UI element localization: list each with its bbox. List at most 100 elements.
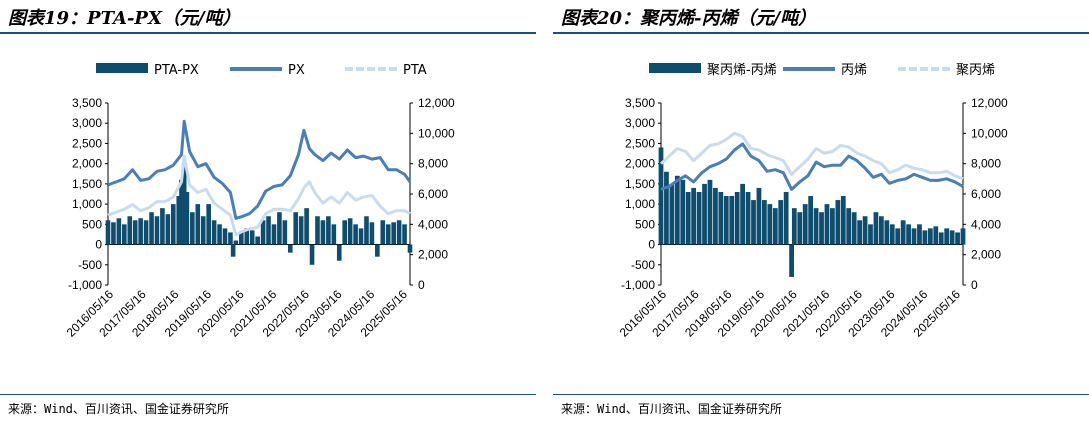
bar [138, 218, 143, 245]
bar [756, 187, 762, 245]
bar [304, 208, 309, 245]
bar [791, 208, 797, 245]
bar [255, 236, 260, 245]
bar [402, 224, 407, 245]
chart-svg-pta-px: PTA-PX PX PTA 3,500 3,000 2,500 2,000 1,500 1,00… [64, 63, 455, 340]
bar [813, 208, 819, 245]
bar [835, 200, 841, 245]
bar [734, 191, 740, 245]
bar [917, 224, 922, 245]
bar [282, 220, 288, 245]
left-tick-label: 1,000 [72, 197, 102, 211]
bar [960, 228, 966, 245]
right-axis: 12,000 10,000 8,000 6,000 4,000 2,000 0 [409, 96, 455, 292]
bar [830, 208, 835, 245]
left-tick-label: 500 [82, 217, 102, 231]
right-tick-label: 10,000 [418, 126, 455, 140]
bar [783, 191, 789, 245]
right-tick-label: 2,000 [971, 248, 1001, 262]
left-axis: 3,500 3,000 2,500 2,000 1,500 1,000 500 0 -500 -1… [68, 96, 109, 292]
x-axis: 2016/05/162017/05/162018/05/162019/05/16… [617, 287, 963, 340]
chart-svg-pp-propylene: 聚丙烯-丙烯 丙烯 聚丙烯 3,500 3,000 2,500 2,000 1,500 1,00… [617, 63, 1008, 340]
bar [184, 191, 190, 245]
bar [217, 224, 222, 245]
series-line-1 [659, 131, 964, 181]
bar [702, 183, 707, 245]
right-tick-label: 4,000 [971, 217, 1001, 231]
bar [160, 208, 165, 245]
legend-label: 丙烯 [841, 63, 867, 78]
bar [691, 187, 697, 245]
left-tick-label: 500 [635, 217, 655, 231]
chart-panel-pta-px: 图表19：PTA-PX（元/吨） PTA-PX PX PTA 3,500 3,000 2,… [0, 0, 536, 421]
bar [179, 179, 184, 245]
bar [846, 208, 852, 245]
bar [949, 230, 955, 245]
bar [375, 244, 380, 257]
chart-title: 图表20：聚丙烯-丙烯（元/吨） [561, 8, 817, 29]
bar [111, 222, 116, 245]
bar [884, 220, 890, 245]
source-note: 来源：Wind、百川资讯、国金证券研究所 [561, 402, 782, 416]
bar [664, 171, 669, 245]
bar [211, 220, 217, 245]
left-tick-label: 1,500 [625, 177, 655, 191]
right-tick-label: 6,000 [971, 187, 1001, 201]
bar [808, 196, 814, 245]
bar [309, 244, 315, 265]
legend-label: PX [288, 63, 305, 78]
left-tick-label: 3,500 [625, 96, 655, 110]
bar [762, 200, 767, 245]
bar [271, 224, 277, 245]
left-tick-label: 2,000 [625, 157, 655, 171]
left-tick-label: 0 [648, 238, 655, 252]
bar [233, 240, 239, 245]
bar [331, 224, 337, 245]
legend: 聚丙烯-丙烯 丙烯 聚丙烯 [649, 63, 995, 78]
bar [751, 200, 756, 245]
left-tick-label: 2,500 [625, 136, 655, 150]
bar [745, 191, 751, 245]
bar [358, 228, 364, 245]
bar [353, 224, 358, 245]
bar [391, 222, 396, 245]
bar [819, 212, 824, 245]
bar [320, 220, 326, 245]
bar [851, 212, 857, 245]
bar [944, 228, 950, 245]
bar [127, 216, 133, 245]
bar [778, 200, 784, 245]
legend-swatch-bar [96, 63, 148, 73]
bar [105, 220, 111, 245]
bar [122, 224, 127, 245]
bar [165, 214, 171, 245]
bar [249, 230, 255, 245]
bar [239, 232, 244, 245]
bar [176, 196, 182, 245]
source-note: 来源：Wind、百川资讯、国金证券研究所 [8, 402, 229, 416]
bar-series [658, 147, 966, 277]
left-tick-label: -500 [78, 258, 102, 272]
right-axis: 12,000 10,000 8,000 6,000 4,000 2,000 0 [962, 96, 1008, 292]
left-tick-label: -1,000 [621, 278, 655, 292]
bar [767, 204, 773, 245]
bar [878, 216, 884, 245]
left-tick-label: -500 [631, 258, 655, 272]
right-tick-label: 12,000 [971, 96, 1008, 110]
legend-label: 聚丙烯-丙烯 [707, 63, 777, 78]
bar [696, 191, 702, 245]
left-tick-label: -1,000 [68, 278, 102, 292]
bar [911, 228, 917, 245]
right-tick-label: 12,000 [418, 96, 455, 110]
bar [206, 204, 211, 245]
chart-panel-pp-propylene: 图表20：聚丙烯-丙烯（元/吨） 聚丙烯-丙烯 丙烯 聚丙烯 3,500 3,000 2,… [553, 0, 1089, 421]
left-tick-label: 2,000 [72, 157, 102, 171]
left-tick-label: 3,500 [72, 96, 102, 110]
bar [857, 220, 862, 245]
bar [895, 228, 901, 245]
bar [729, 196, 735, 245]
bar [149, 212, 154, 245]
legend-swatch-bar [649, 63, 701, 73]
x-axis: 2016/05/162017/05/162018/05/162019/05/16… [64, 287, 410, 340]
bar [293, 212, 299, 245]
